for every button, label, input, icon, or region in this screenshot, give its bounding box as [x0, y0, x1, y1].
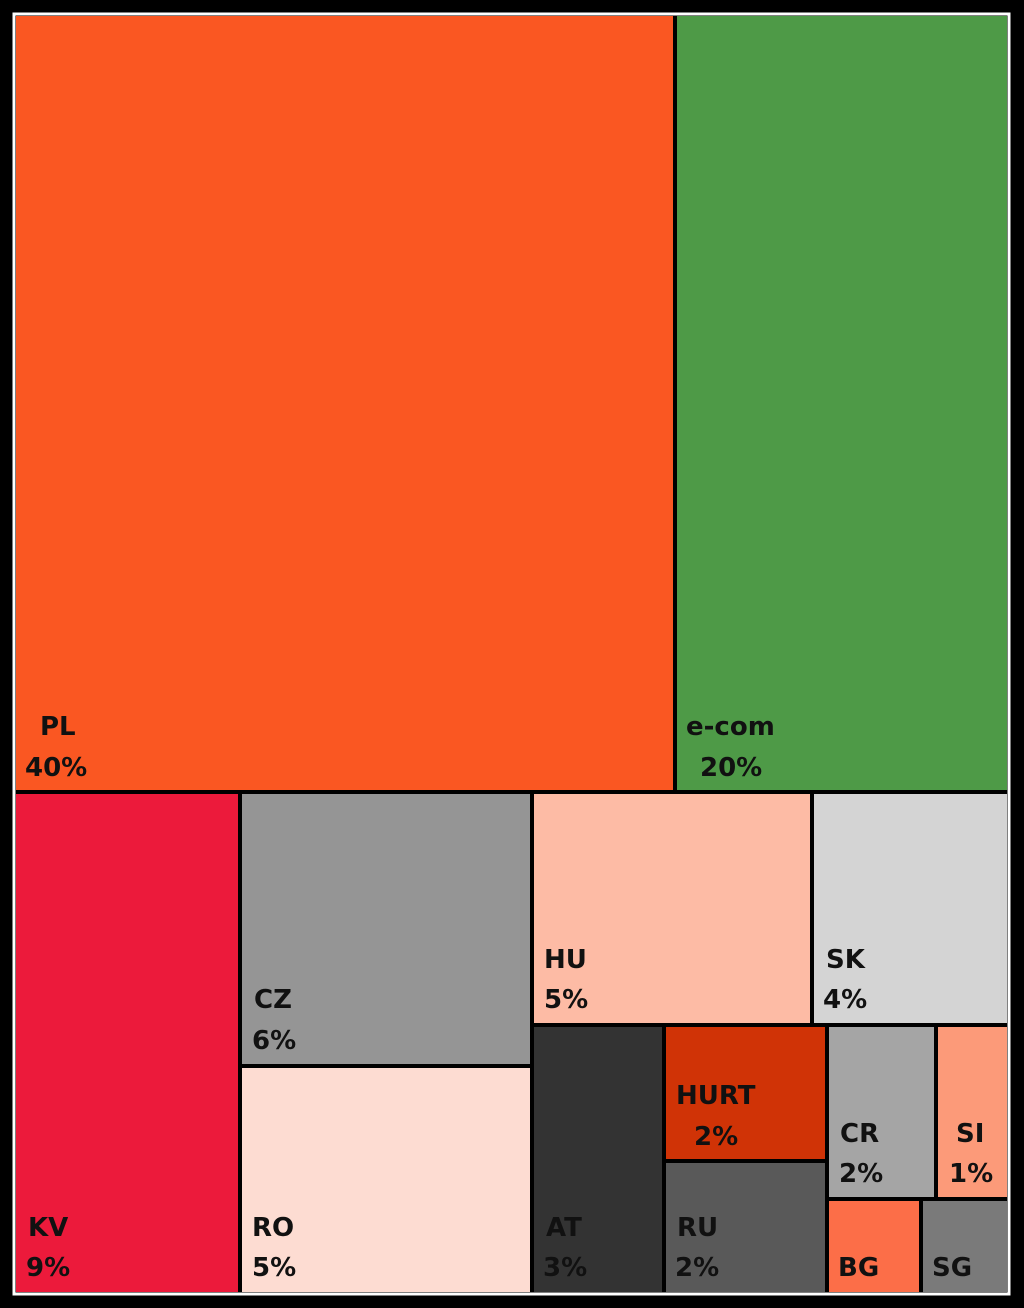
tile-value-ro: 5% — [252, 1253, 296, 1283]
tile-rect-sk — [814, 794, 1007, 1023]
tile-label-sg: SG — [932, 1253, 972, 1283]
tile-value-e-com: 20% — [700, 753, 762, 783]
tile-value-ru: 2% — [675, 1253, 719, 1283]
tile-cr: CR 2% — [829, 1027, 934, 1197]
tile-hu: HU 5% — [534, 794, 810, 1023]
tile-rect-bg — [829, 1201, 919, 1292]
tile-label-cr: CR — [840, 1119, 879, 1149]
treemap-tiles: PL 40% e-com 20% KV 9% CZ 6% RO 5% HU 5% SK 4% AT 3% HUR… — [12, 12, 1011, 1296]
tile-label-kv: KV — [28, 1213, 68, 1243]
tile-rect-cz — [242, 794, 530, 1064]
tile-label-hu: HU — [544, 945, 587, 975]
tile-pl: PL 40% — [16, 16, 673, 790]
tile-value-hurt: 2% — [694, 1122, 738, 1152]
tile-value-cr: 2% — [839, 1159, 883, 1189]
tile-label-e-com: e-com — [686, 712, 775, 742]
tile-label-pl: PL — [40, 712, 76, 742]
tile-value-pl: 40% — [25, 753, 87, 783]
tile-label-hurt: HURT — [676, 1081, 756, 1111]
tile-rect-ro — [242, 1068, 530, 1292]
tile-value-at: 3% — [543, 1253, 587, 1283]
tile-label-ru: RU — [677, 1213, 718, 1243]
tile-rect-e-com — [677, 16, 1007, 790]
tile-label-si: SI — [956, 1119, 984, 1149]
tile-rect-hurt — [666, 1027, 825, 1159]
tile-ru: RU 2% — [666, 1163, 825, 1292]
tile-rect-si — [938, 1027, 1007, 1197]
tile-kv: KV 9% — [16, 794, 238, 1292]
tile-label-bg: BG — [838, 1253, 879, 1283]
tile-rect-at — [534, 1027, 662, 1292]
tile-sg: SG — [923, 1201, 1007, 1292]
tile-rect-pl — [16, 16, 673, 790]
tile-rect-cr — [829, 1027, 934, 1197]
tile-value-cz: 6% — [252, 1026, 296, 1056]
tile-value-si: 1% — [949, 1159, 993, 1189]
tile-at: AT 3% — [534, 1027, 662, 1292]
tile-bg: BG — [829, 1201, 919, 1292]
tile-value-kv: 9% — [26, 1253, 70, 1283]
tile-rect-kv — [16, 794, 238, 1292]
tile-rect-hu — [534, 794, 810, 1023]
tile-value-sk: 4% — [823, 985, 867, 1015]
tile-rect-ru — [666, 1163, 825, 1292]
tile-sk: SK 4% — [814, 794, 1007, 1023]
tile-ro: RO 5% — [242, 1068, 530, 1292]
tile-si: SI 1% — [938, 1027, 1007, 1197]
tile-label-cz: CZ — [254, 985, 292, 1015]
tile-rect-sg — [923, 1201, 1007, 1292]
tile-value-hu: 5% — [544, 985, 588, 1015]
tile-hurt: HURT 2% — [666, 1027, 825, 1159]
chart-frame — [12, 12, 1011, 1296]
tile-cz: CZ 6% — [242, 794, 530, 1064]
tile-label-sk: SK — [826, 945, 866, 975]
tile-label-ro: RO — [252, 1213, 294, 1243]
tile-e-com: e-com 20% — [677, 16, 1007, 790]
tile-label-at: AT — [546, 1213, 582, 1243]
